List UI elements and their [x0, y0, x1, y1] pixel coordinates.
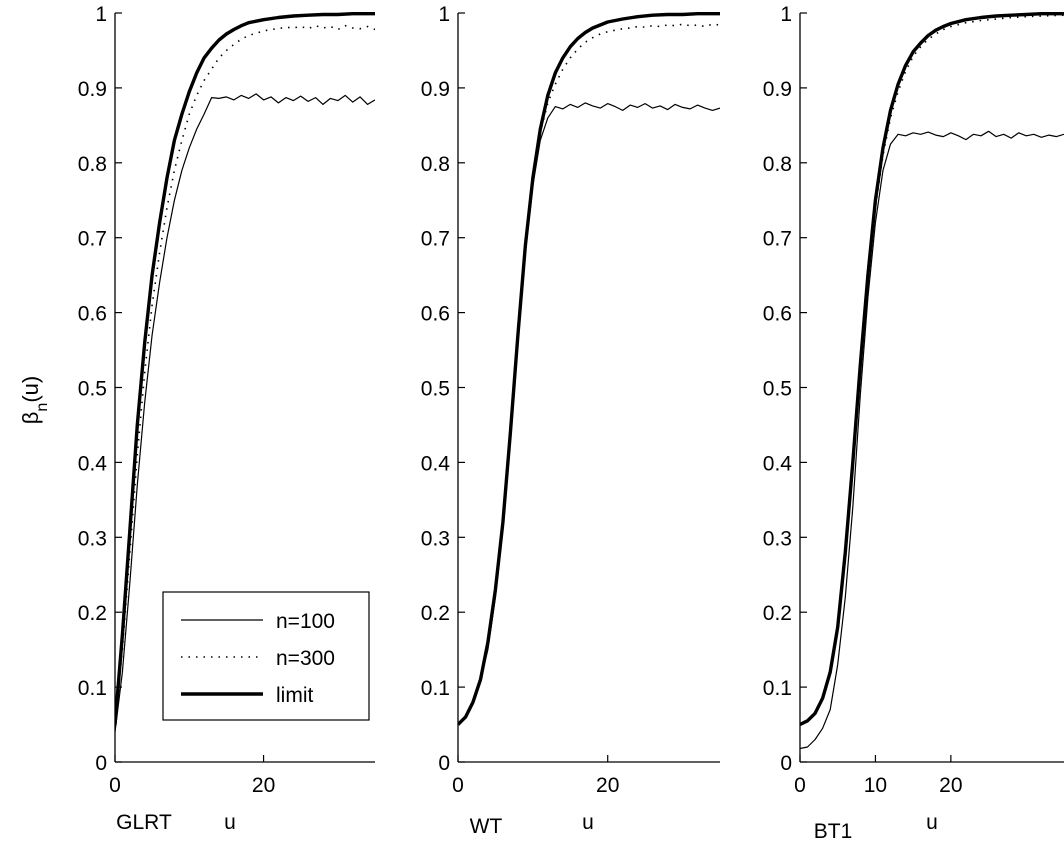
series-line-n=100	[800, 130, 1064, 750]
y-axis-title-tail: (u)	[18, 376, 43, 403]
x-tick-label: 0	[109, 774, 121, 797]
y-tick-label: 0.5	[421, 378, 450, 401]
series-line-limit	[458, 12, 720, 726]
y-tick-label: 0	[780, 752, 792, 775]
y-axis-title: βn(u)	[18, 376, 51, 424]
x-tick-label: 0	[452, 774, 464, 797]
series-line-n=300	[800, 14, 1064, 726]
y-tick-label: 0.9	[763, 78, 792, 101]
y-tick-label: 0.8	[78, 153, 107, 176]
y-tick-label: 0.2	[763, 602, 792, 625]
x-tick-label: 20	[939, 774, 962, 797]
y-tick-label: 0.2	[78, 602, 107, 625]
y-tick-label: 1	[438, 3, 450, 26]
series-line-n=100	[115, 93, 375, 733]
legend-box	[162, 591, 370, 721]
y-tick-label: 1	[780, 3, 792, 26]
panel-0: 0 0.1 0.2 0.3 0.4 0.5 0.6 0.7 0.8 0.9 1 0 20 GLRT u	[78, 3, 375, 834]
y-tick-label: 0.1	[421, 677, 450, 700]
y-tick-label: 0.5	[763, 378, 792, 401]
y-tick-label: 0.2	[421, 602, 450, 625]
svg-text:βn(u): βn(u)	[18, 376, 51, 424]
legend-label: n=300	[276, 647, 335, 670]
y-tick-label: 0.3	[78, 527, 107, 550]
y-tick-label: 0.5	[78, 378, 107, 401]
series-line-n=300	[115, 24, 375, 725]
x-tick-label: 20	[596, 774, 619, 797]
y-tick-label: 0.8	[421, 153, 450, 176]
y-tick-label: 0.4	[78, 452, 108, 475]
x-axis-label: u	[926, 811, 938, 834]
series-line-n=100	[458, 102, 720, 725]
y-tick-label: 0	[438, 752, 450, 775]
y-tick-label: 0.6	[763, 303, 792, 326]
y-axis-title-main: β	[18, 412, 43, 425]
y-tick-label: 0.8	[763, 153, 792, 176]
x-tick-label: 10	[864, 774, 887, 797]
legend-label: n=100	[276, 610, 335, 633]
y-tick-label: 0.1	[78, 677, 107, 700]
x-axis-label: u	[582, 811, 594, 834]
y-tick-label: 0.4	[421, 452, 451, 475]
y-tick-label: 0.7	[421, 228, 450, 251]
legend: n=100 n=300 limit	[162, 591, 370, 721]
y-tick-label: 0.4	[763, 452, 793, 475]
y-tick-label: 0.9	[78, 78, 107, 101]
series-line-limit	[115, 12, 375, 725]
y-tick-label: 0.1	[763, 677, 792, 700]
x-tick-label: 0	[794, 774, 806, 797]
y-tick-label: 0	[95, 752, 107, 775]
panel-caption: WT	[470, 815, 503, 838]
panel-caption: BT1	[814, 820, 853, 843]
y-tick-label: 1	[95, 3, 107, 26]
x-tick-label: 20	[252, 774, 275, 797]
panel-1: 0 0.1 0.2 0.3 0.4 0.5 0.6 0.7 0.8 0.9 1 0 20 WT u	[421, 3, 720, 838]
y-tick-label: 0.7	[763, 228, 792, 251]
y-tick-label: 0.6	[421, 303, 450, 326]
panel-caption: GLRT	[116, 811, 172, 834]
y-tick-label: 0.9	[421, 78, 450, 101]
y-tick-label: 0.3	[421, 527, 450, 550]
y-axis-title-subscript: n	[34, 403, 51, 412]
legend-label: limit	[276, 684, 313, 707]
y-tick-label: 0.3	[763, 527, 792, 550]
series-line-n=300	[458, 23, 720, 726]
y-tick-label: 0.7	[78, 228, 107, 251]
series-line-limit	[800, 12, 1064, 727]
x-axis-label: u	[224, 811, 236, 834]
y-tick-label: 0.6	[78, 303, 107, 326]
